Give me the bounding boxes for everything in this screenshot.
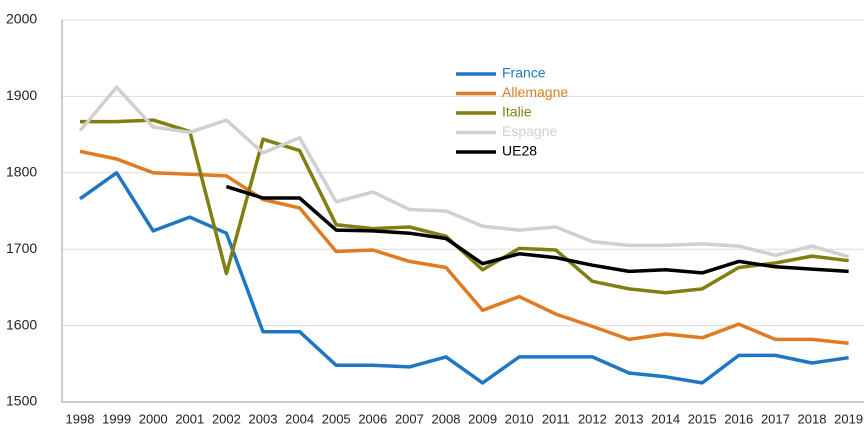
legend-label: UE28	[502, 143, 537, 159]
x-tick-label: 2012	[578, 411, 607, 426]
x-tick-label: 2003	[249, 411, 278, 426]
x-tick-label: 2015	[688, 411, 717, 426]
legend-label: Italie	[502, 104, 532, 120]
x-tick-label: 2002	[212, 411, 241, 426]
series-line	[78, 171, 849, 385]
y-tick-label: 1900	[6, 87, 37, 103]
x-tick-label: 2018	[798, 411, 827, 426]
series-line	[80, 118, 849, 295]
x-tick-label: 2007	[395, 411, 424, 426]
x-tick-label: 2019	[834, 411, 863, 426]
x-tick-label: 2011	[542, 411, 570, 426]
x-tick-label: 2014	[651, 411, 680, 426]
x-tick-label: 2004	[285, 411, 314, 426]
x-tick-label: 2010	[505, 411, 534, 426]
series-line	[78, 85, 850, 259]
x-tick-label: 2000	[139, 411, 168, 426]
series-line	[225, 184, 849, 275]
legend-label: France	[502, 65, 546, 81]
y-tick-label: 1500	[6, 393, 37, 409]
x-tick-label: 2006	[358, 411, 387, 426]
series-line	[79, 149, 849, 345]
y-tick-label: 1600	[6, 316, 37, 332]
y-tick-label: 2000	[6, 11, 37, 27]
x-tick-label: 1998	[66, 411, 95, 426]
x-tick-label: 2005	[322, 411, 351, 426]
x-tick-label: 2017	[761, 411, 790, 426]
legend-label: Allemagne	[502, 84, 568, 100]
x-tick-label: 2008	[432, 411, 461, 426]
y-tick-label: 1800	[6, 164, 37, 180]
x-tick-label: 2013	[615, 411, 644, 426]
y-tick-label: 1700	[6, 240, 37, 256]
x-tick-label: 2009	[468, 411, 497, 426]
x-tick-label: 1999	[102, 411, 131, 426]
x-tick-label: 2016	[724, 411, 753, 426]
legend-label: Espagne	[502, 123, 557, 139]
x-tick-label: 2001	[175, 411, 204, 426]
